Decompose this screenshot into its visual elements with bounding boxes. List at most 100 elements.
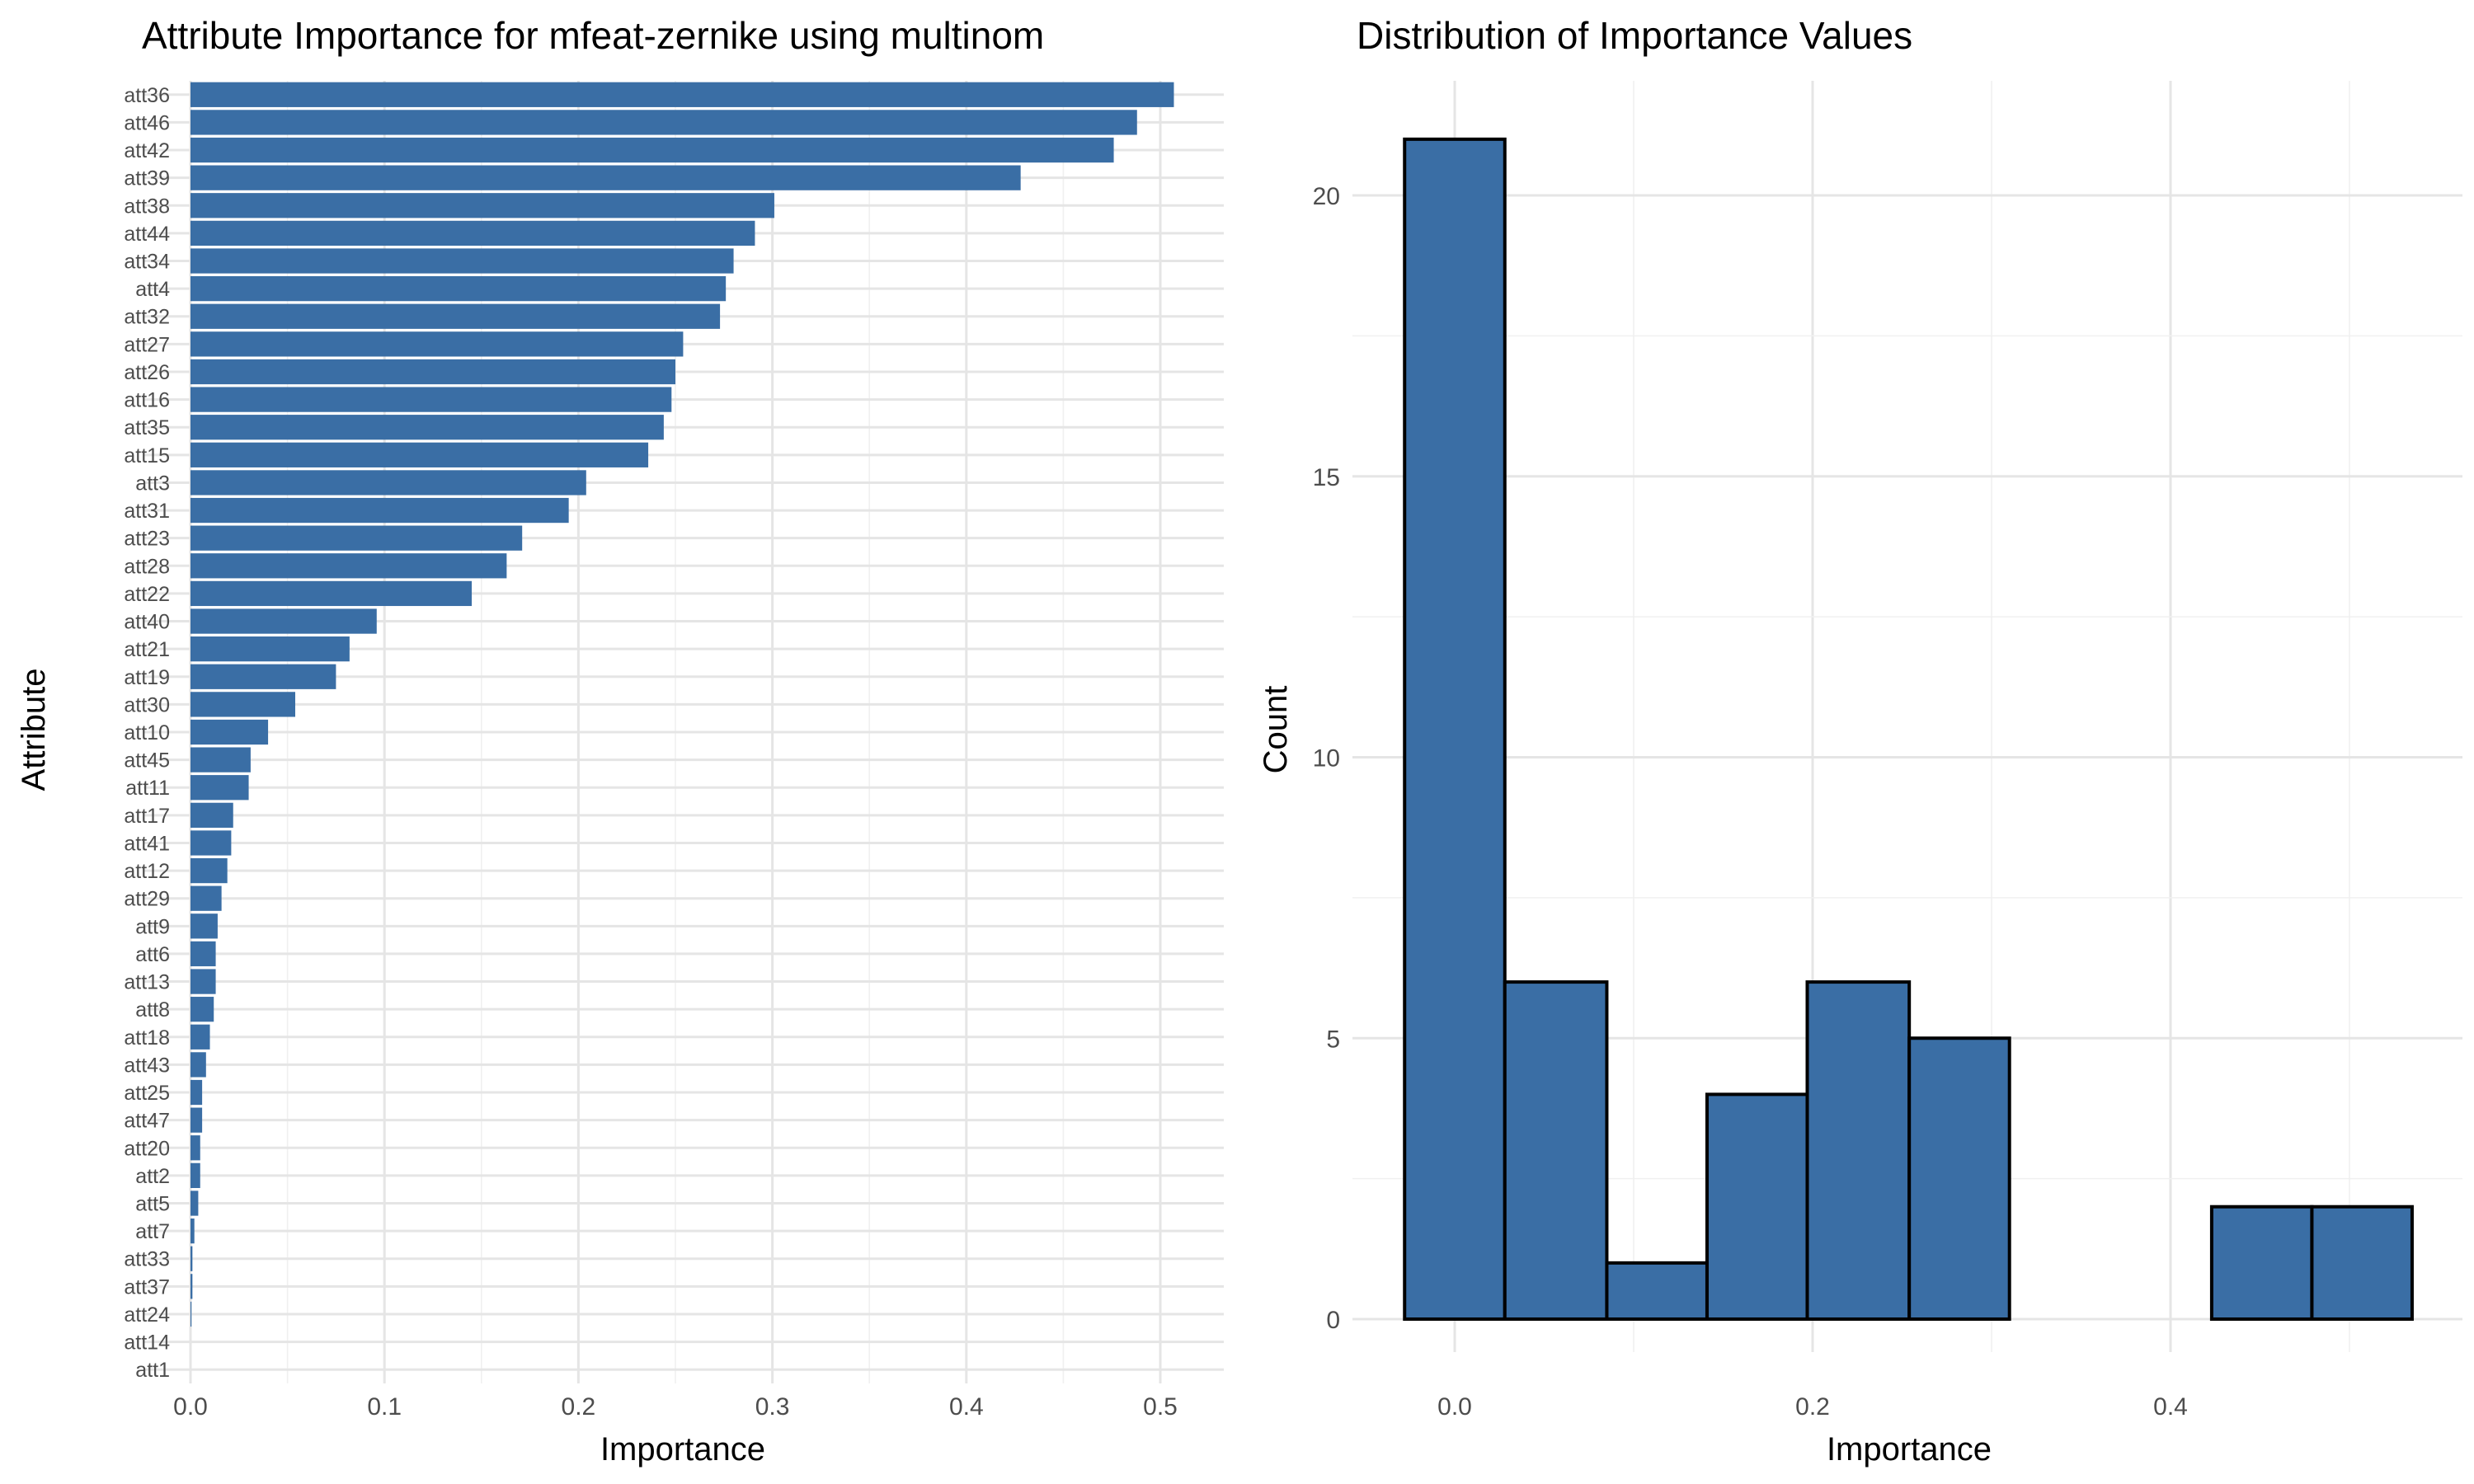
bar-att7	[190, 1218, 195, 1244]
y-tick-label-att38: att38	[124, 195, 170, 218]
y-tick-label-att10: att10	[124, 721, 170, 744]
bar-att20	[190, 1135, 200, 1161]
y-tick-label-att18: att18	[124, 1026, 170, 1050]
bar-att36	[190, 82, 1174, 107]
bar-att34	[190, 248, 734, 274]
y-tick-label-att27: att27	[124, 333, 170, 356]
histogram-bin-5	[1907, 1036, 2011, 1321]
bar-att24	[190, 1301, 192, 1327]
bar-att15	[190, 442, 649, 467]
y-tick-label-att33: att33	[124, 1248, 170, 1271]
bar-att23	[190, 525, 523, 551]
x-tick-label: 0.0	[1437, 1393, 1472, 1421]
bar-att38	[190, 193, 774, 218]
y-tick-label-att32: att32	[124, 306, 170, 329]
y-tick-label: 20	[1313, 183, 1340, 210]
x-tick-label: 0.3	[755, 1393, 790, 1421]
y-tick-label-att28: att28	[124, 555, 170, 578]
bar-att46	[190, 110, 1137, 135]
right-x-tick-labels: 0.0 0.2 0.4	[1437, 1393, 2188, 1421]
bar-att33	[190, 1246, 193, 1271]
x-tick-label: 0.0	[173, 1393, 208, 1421]
y-tick-label-att47: att47	[124, 1110, 170, 1133]
bar-att47	[190, 1107, 203, 1133]
bar-att35	[190, 415, 664, 440]
y-tick-label-att39: att39	[124, 167, 170, 190]
y-tick-label-att40: att40	[124, 611, 170, 634]
x-tick-label: 0.2	[1795, 1393, 1830, 1421]
y-tick-label-att41: att41	[124, 832, 170, 855]
x-tick-label: 0.1	[367, 1393, 402, 1421]
y-tick-label-att6: att6	[135, 943, 170, 966]
histogram-bin-9	[2310, 1205, 2414, 1321]
y-tick-label-att37: att37	[124, 1275, 170, 1298]
y-tick-label-att25: att25	[124, 1082, 170, 1105]
right-chart-title: Distribution of Importance Values	[1357, 14, 1912, 57]
y-tick-label-att30: att30	[124, 693, 170, 716]
left-x-tick-labels: 0.0 0.1 0.2 0.3 0.4 0.5	[173, 1393, 1178, 1421]
importance-histogram: Distribution of Importance Values 0 5 10 15…	[1258, 14, 2462, 1468]
x-tick-label: 0.5	[1143, 1393, 1178, 1421]
y-tick-label: 5	[1326, 1026, 1340, 1053]
bar-att11	[190, 775, 249, 801]
y-tick-label-att13: att13	[124, 971, 170, 994]
y-tick-label-att17: att17	[124, 805, 170, 828]
bar-att8	[190, 997, 214, 1022]
y-tick-label-att2: att2	[135, 1165, 170, 1188]
bar-att25	[190, 1079, 203, 1106]
bar-att39	[190, 165, 1021, 190]
bar-att26	[190, 359, 675, 385]
right-x-axis-title: Importance	[1827, 1431, 1992, 1468]
x-tick-label: 0.4	[949, 1393, 984, 1421]
y-tick-label-att16: att16	[124, 389, 170, 412]
y-tick-label-att23: att23	[124, 528, 170, 551]
bar-att28	[190, 553, 507, 579]
left-bars	[190, 82, 1174, 1327]
bar-att30	[190, 692, 296, 717]
histogram-bin-8	[2209, 1205, 2314, 1321]
y-tick-label-att5: att5	[135, 1192, 170, 1215]
y-tick-label-att4: att4	[135, 278, 170, 301]
y-tick-label: 10	[1313, 745, 1340, 773]
bar-att43	[190, 1052, 206, 1078]
y-tick-label-att46: att46	[124, 111, 170, 134]
y-tick-label-att34: att34	[124, 251, 170, 274]
histogram-bin-0	[1403, 137, 1507, 1322]
bar-att45	[190, 747, 251, 773]
bar-att10	[190, 719, 269, 745]
bar-att19	[190, 664, 336, 689]
y-tick-label-att15: att15	[124, 444, 170, 467]
y-tick-label-att8: att8	[135, 998, 170, 1021]
bar-att18	[190, 1024, 210, 1050]
right-y-tick-labels: 0 5 10 15 20	[1313, 183, 1340, 1334]
left-chart-title: Attribute Importance for mfeat-zernike u…	[142, 14, 1044, 57]
y-tick-label-att45: att45	[124, 749, 170, 773]
histogram-bin-1	[1503, 980, 1609, 1321]
left-y-axis-title: Attribute	[16, 669, 52, 791]
y-tick-label-att9: att9	[135, 915, 170, 938]
bar-att42	[190, 137, 1114, 163]
bar-att12	[190, 857, 228, 884]
bar-att41	[190, 830, 232, 856]
bar-att31	[190, 497, 569, 524]
bar-att16	[190, 387, 672, 412]
x-tick-label: 0.2	[562, 1393, 596, 1421]
y-tick-label: 0	[1326, 1307, 1340, 1334]
y-tick-label-att42: att42	[124, 139, 170, 162]
bar-att3	[190, 470, 586, 495]
bar-att22	[190, 580, 473, 607]
bar-att9	[190, 913, 218, 939]
bar-att37	[190, 1274, 193, 1299]
bar-att44	[190, 220, 755, 247]
bar-att4	[190, 276, 727, 302]
x-tick-label: 0.4	[2153, 1393, 2188, 1421]
bar-att13	[190, 969, 216, 994]
y-tick-label-att11: att11	[125, 777, 170, 800]
y-tick-label-att3: att3	[135, 472, 170, 495]
left-x-axis-title: Importance	[600, 1431, 765, 1468]
y-tick-label: 15	[1313, 464, 1340, 491]
left-y-tick-labels: att36 att46 att42 att39 att38 att44 att34 att4 a…	[124, 84, 170, 1382]
y-tick-label-att14: att14	[124, 1331, 170, 1355]
